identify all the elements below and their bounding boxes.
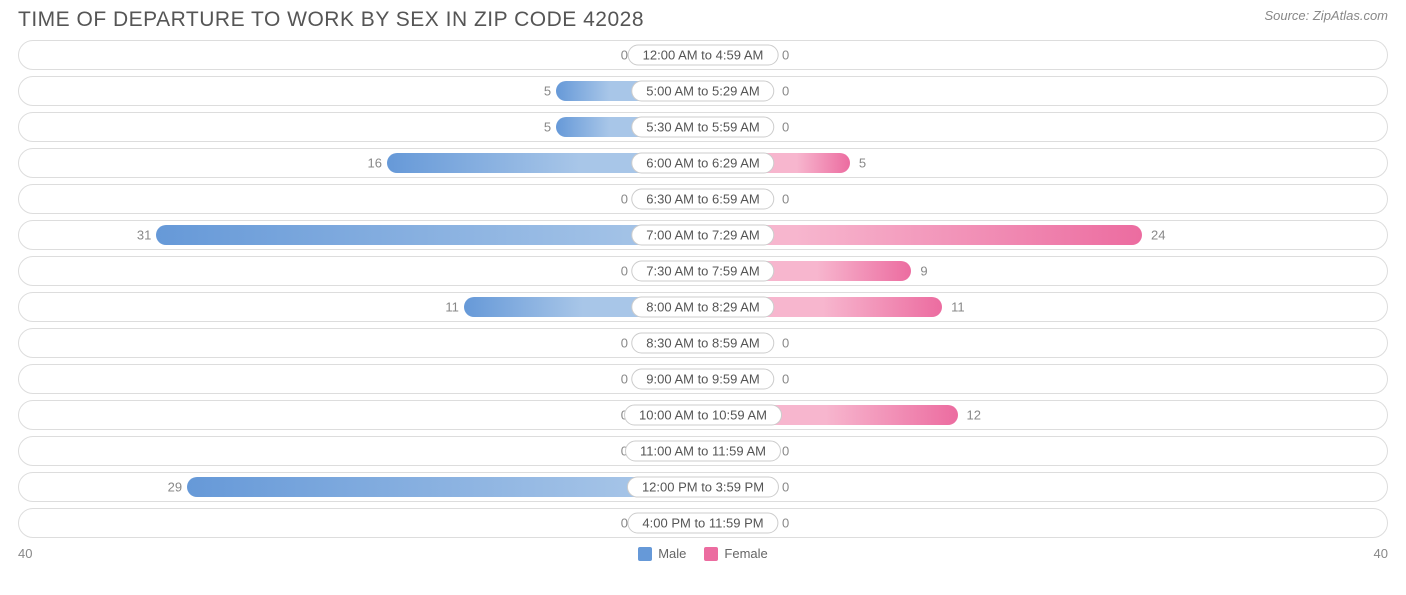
axis-max-left: 40 <box>18 546 32 561</box>
value-female: 24 <box>1151 228 1165 243</box>
value-female: 11 <box>951 300 965 315</box>
chart-row: 29 012:00 PM to 3:59 PM <box>18 472 1388 502</box>
legend-female: Female <box>704 546 767 561</box>
chart-row: 31 24 7:00 AM to 7:29 AM <box>18 220 1388 250</box>
value-male: 16 <box>368 156 382 171</box>
value-male: 5 <box>544 120 551 135</box>
legend-male-swatch <box>638 547 652 561</box>
value-female: 0 <box>782 336 789 351</box>
legend: Male Female <box>638 546 768 561</box>
chart-row: 004:00 PM to 11:59 PM <box>18 508 1388 538</box>
value-female: 5 <box>859 156 866 171</box>
chart-row: 0012:00 AM to 4:59 AM <box>18 40 1388 70</box>
chart-row: 006:30 AM to 6:59 AM <box>18 184 1388 214</box>
row-label: 6:00 AM to 6:29 AM <box>631 153 774 174</box>
row-label: 8:00 AM to 8:29 AM <box>631 297 774 318</box>
chart-row: 01210:00 AM to 10:59 AM <box>18 400 1388 430</box>
row-label: 8:30 AM to 8:59 AM <box>631 333 774 354</box>
bar-male <box>156 225 703 245</box>
bar-male <box>187 477 703 497</box>
legend-female-swatch <box>704 547 718 561</box>
chart-header: TIME OF DEPARTURE TO WORK BY SEX IN ZIP … <box>0 0 1406 36</box>
value-male: 5 <box>544 84 551 99</box>
row-label: 12:00 AM to 4:59 AM <box>628 45 779 66</box>
value-female: 0 <box>782 480 789 495</box>
value-female: 0 <box>782 516 789 531</box>
legend-male: Male <box>638 546 686 561</box>
chart-row: 008:30 AM to 8:59 AM <box>18 328 1388 358</box>
chart-row: 5 0 5:00 AM to 5:29 AM <box>18 76 1388 106</box>
value-male: 0 <box>621 336 628 351</box>
row-label: 4:00 PM to 11:59 PM <box>627 513 778 534</box>
value-female: 9 <box>920 264 927 279</box>
chart-footer: 40 Male Female 40 <box>0 544 1406 561</box>
value-male: 31 <box>137 228 151 243</box>
value-male: 11 <box>445 300 459 315</box>
chart-row: 16 5 6:00 AM to 6:29 AM <box>18 148 1388 178</box>
legend-female-label: Female <box>724 546 767 561</box>
chart-source: Source: ZipAtlas.com <box>1264 8 1388 23</box>
row-label: 7:30 AM to 7:59 AM <box>631 261 774 282</box>
row-label: 12:00 PM to 3:59 PM <box>627 477 779 498</box>
value-male: 0 <box>621 264 628 279</box>
value-male: 0 <box>621 192 628 207</box>
row-label: 5:30 AM to 5:59 AM <box>631 117 774 138</box>
chart-row: 11 11 8:00 AM to 8:29 AM <box>18 292 1388 322</box>
chart-row: 5 0 5:30 AM to 5:59 AM <box>18 112 1388 142</box>
value-female: 0 <box>782 192 789 207</box>
row-label: 11:00 AM to 11:59 AM <box>625 441 781 462</box>
value-male: 0 <box>621 372 628 387</box>
chart-row: 0011:00 AM to 11:59 AM <box>18 436 1388 466</box>
row-label: 5:00 AM to 5:29 AM <box>631 81 774 102</box>
row-label: 9:00 AM to 9:59 AM <box>631 369 774 390</box>
value-female: 0 <box>782 120 789 135</box>
value-female: 0 <box>782 444 789 459</box>
value-female: 0 <box>782 84 789 99</box>
chart-area: 0012:00 AM to 4:59 AM505:00 AM to 5:29 A… <box>0 36 1406 538</box>
axis-max-right: 40 <box>1374 546 1388 561</box>
value-male: 29 <box>168 480 182 495</box>
value-female: 0 <box>782 372 789 387</box>
chart-row: 009:00 AM to 9:59 AM <box>18 364 1388 394</box>
legend-male-label: Male <box>658 546 686 561</box>
row-label: 10:00 AM to 10:59 AM <box>624 405 782 426</box>
row-label: 6:30 AM to 6:59 AM <box>631 189 774 210</box>
chart-row: 0 9 7:30 AM to 7:59 AM <box>18 256 1388 286</box>
chart-title: TIME OF DEPARTURE TO WORK BY SEX IN ZIP … <box>18 8 644 32</box>
row-label: 7:00 AM to 7:29 AM <box>631 225 774 246</box>
value-female: 0 <box>782 48 789 63</box>
value-female: 12 <box>967 408 981 423</box>
